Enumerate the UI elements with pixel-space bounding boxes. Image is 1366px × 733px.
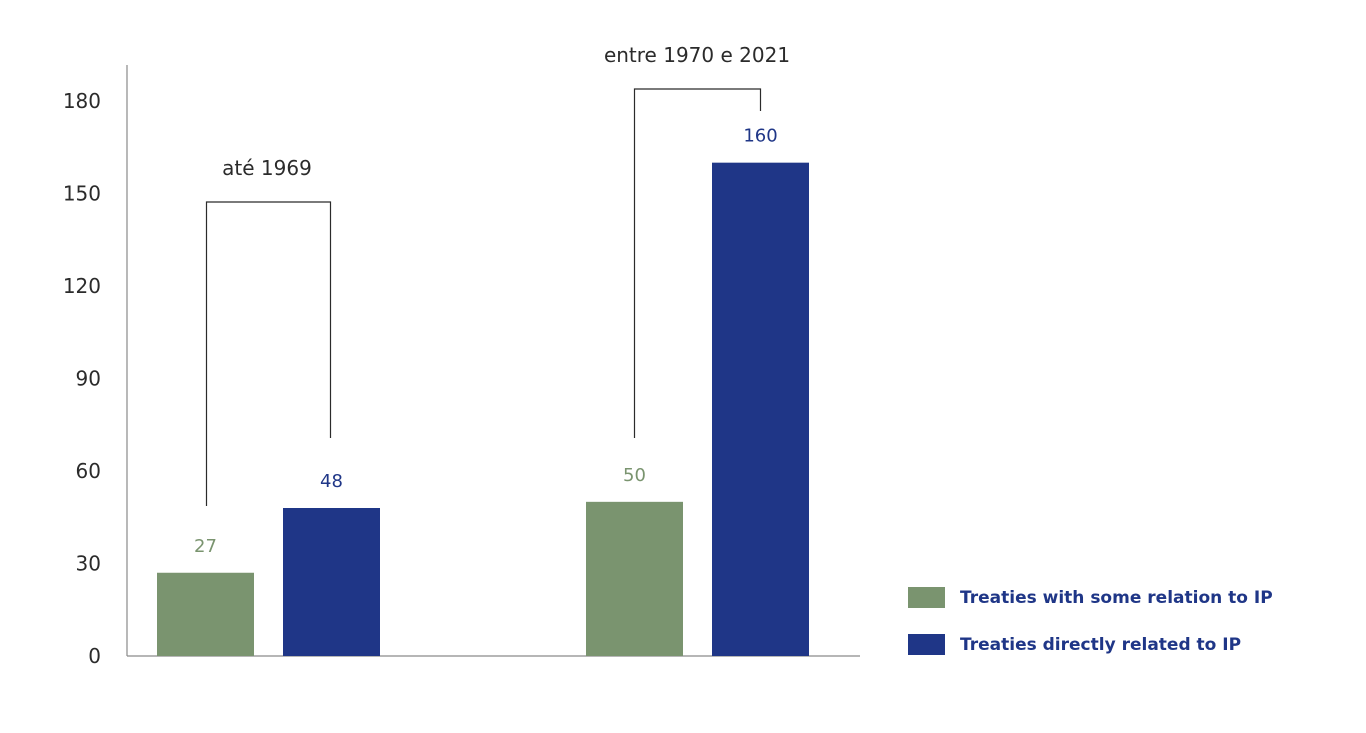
y-tick-label: 90 [76, 367, 101, 391]
bar-directly-related-0 [283, 508, 380, 656]
group-brackets: até 1969 entre 1970 e 2021 [205, 43, 790, 506]
data-label: 160 [743, 126, 777, 147]
legend-label: Treaties with some relation to IP [960, 588, 1273, 608]
y-tick-label: 180 [63, 89, 101, 113]
data-labels: 27 50 48 160 [194, 126, 778, 557]
bar-some-relation-1 [586, 501, 683, 656]
bar-directly-related-1 [712, 162, 809, 656]
legend-label: Treaties directly related to IP [960, 635, 1241, 655]
y-tick-label: 30 [76, 552, 101, 576]
group-bracket [205, 201, 332, 506]
y-axis-ticks: 0 30 60 90 120 150 180 [63, 89, 101, 668]
legend: Treaties with some relation to IP Treatie… [908, 587, 1273, 655]
y-tick-label: 60 [76, 459, 101, 483]
category-label: até 1969 [222, 156, 312, 180]
data-label: 48 [320, 471, 343, 492]
group-bracket [633, 88, 762, 438]
y-tick-label: 120 [63, 274, 101, 298]
data-label: 27 [194, 536, 217, 557]
bar-some-relation-0 [157, 572, 254, 656]
y-tick-label: 150 [63, 182, 101, 206]
legend-swatch [908, 634, 945, 655]
y-tick-label: 0 [88, 644, 101, 668]
data-label: 50 [623, 465, 646, 486]
legend-swatch [908, 587, 945, 608]
category-label: entre 1970 e 2021 [604, 43, 790, 67]
bars [157, 162, 809, 656]
